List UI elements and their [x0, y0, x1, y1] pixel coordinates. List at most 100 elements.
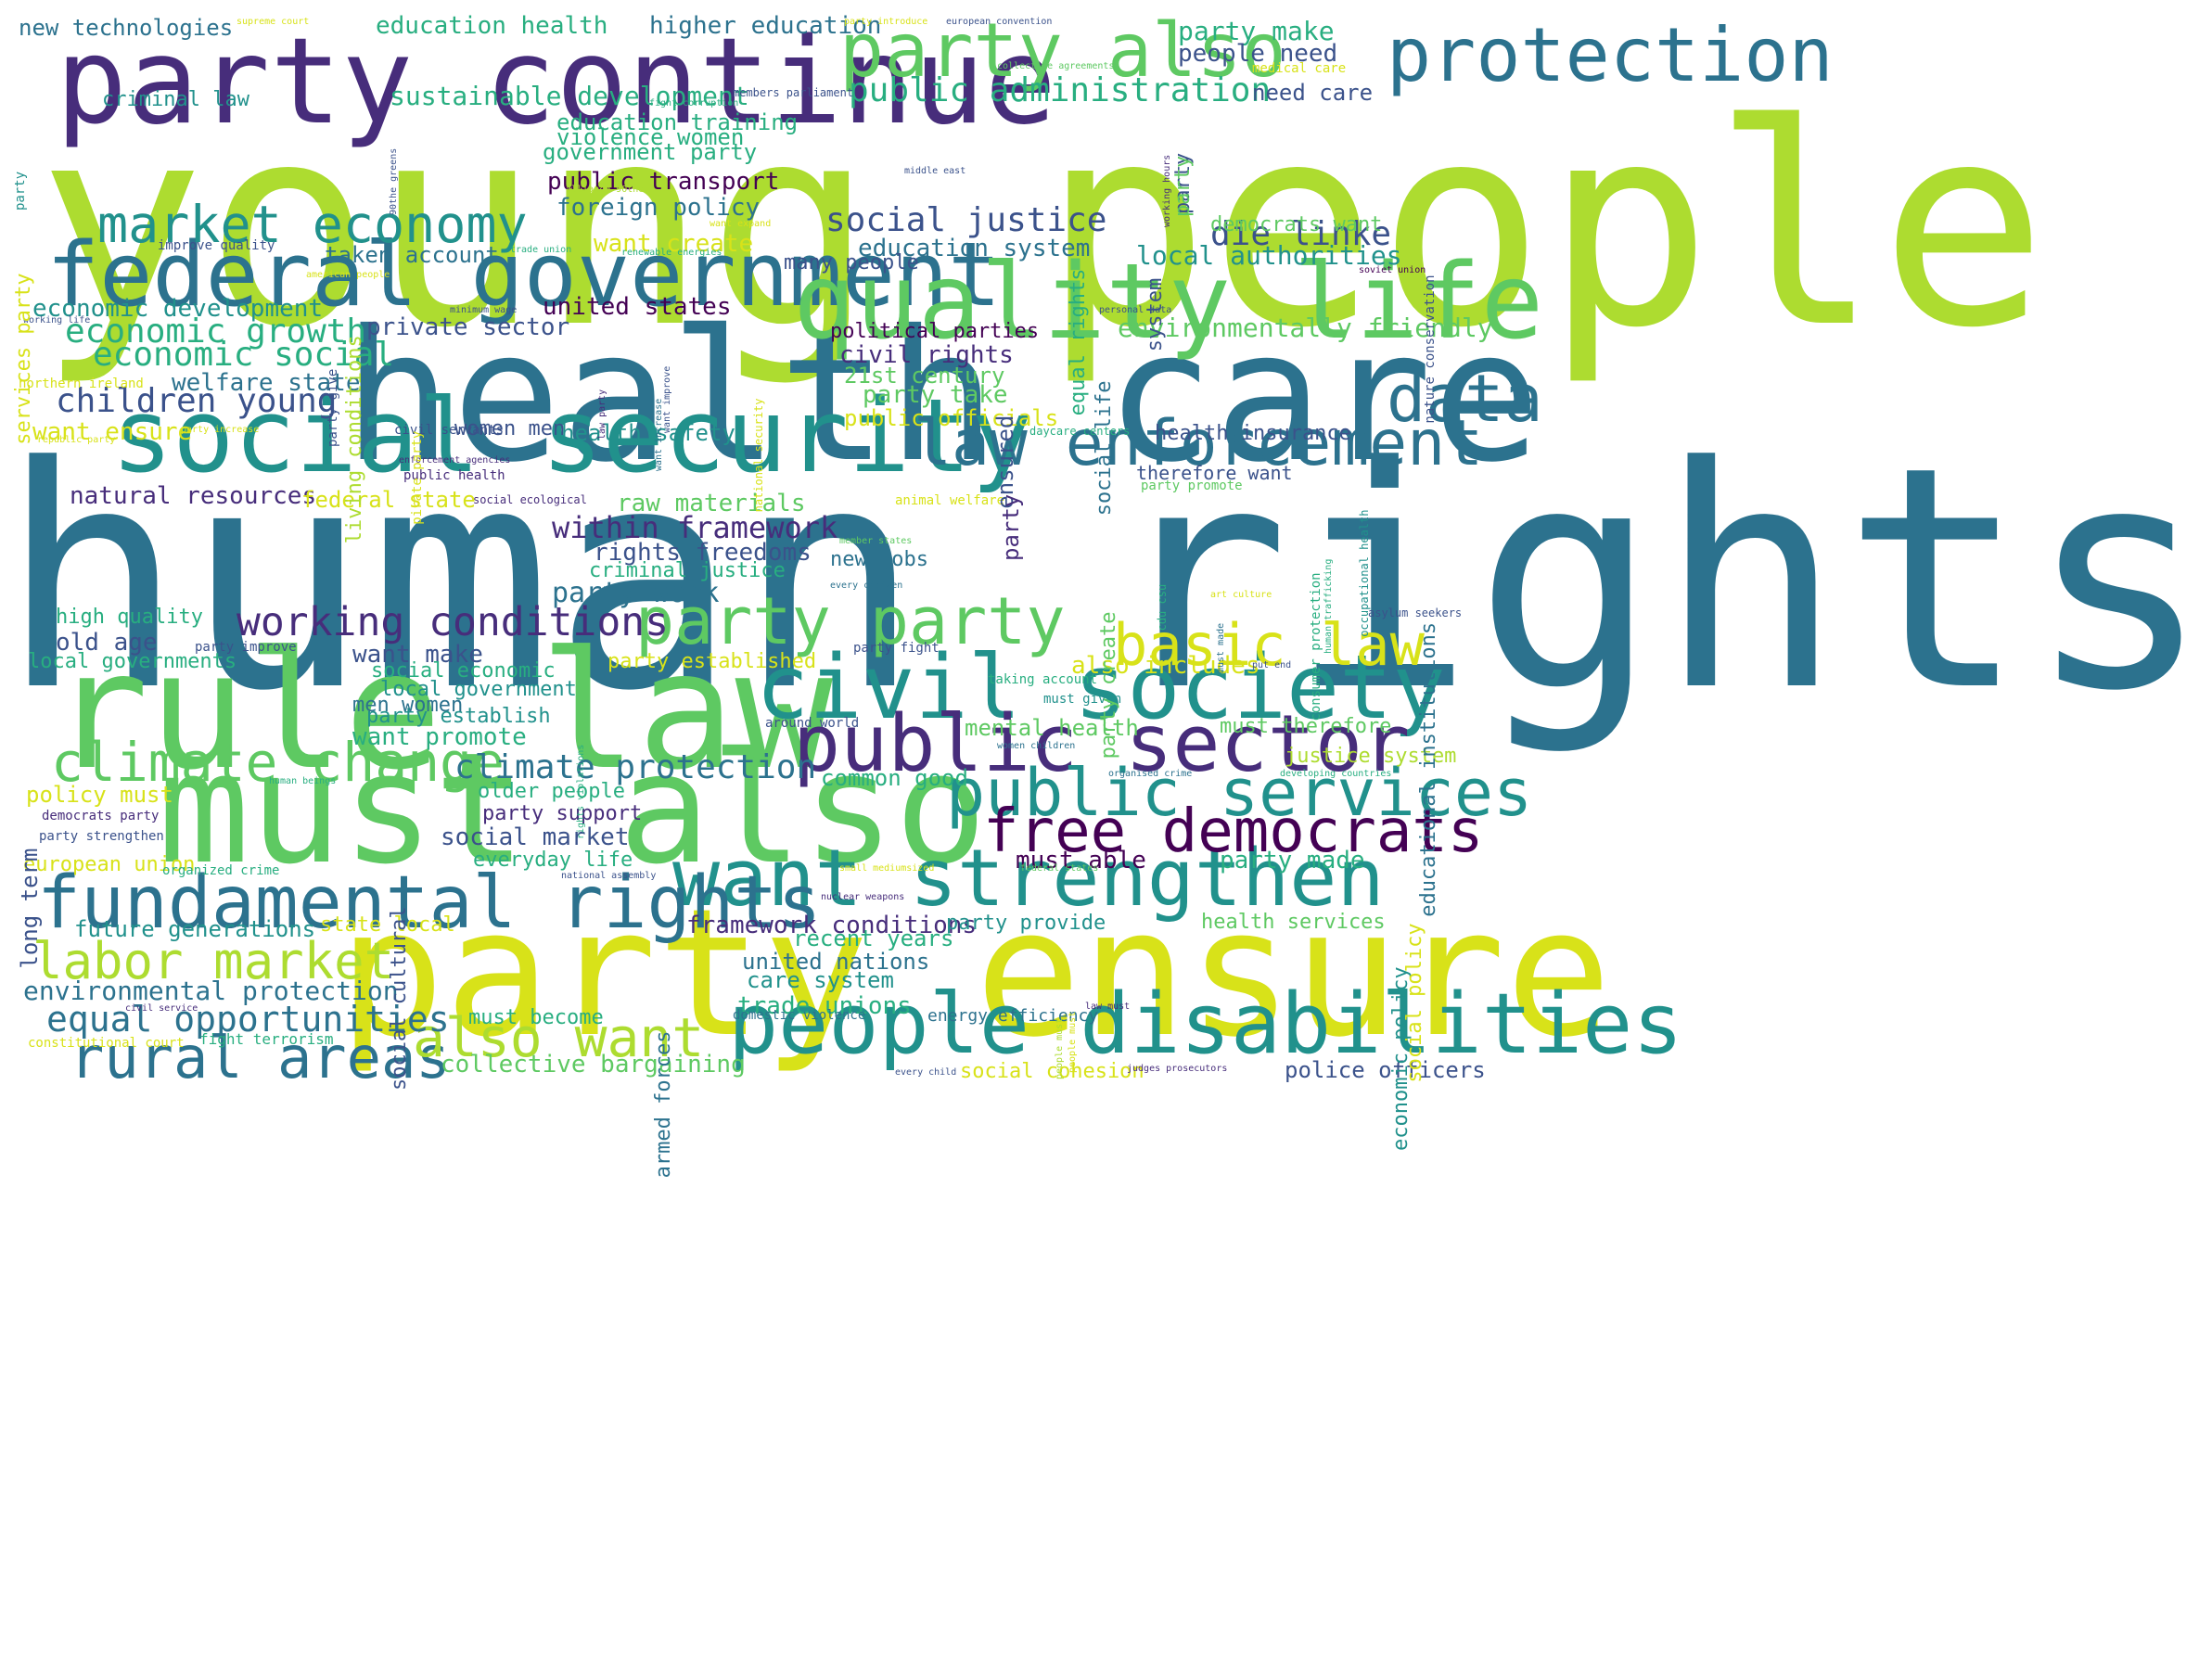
word-economic-development: economic development	[32, 295, 324, 323]
word-social-cultural: social cultural	[388, 906, 411, 1091]
word-social-economic: social economic	[371, 659, 556, 683]
word-economic-growth: economic growth	[65, 313, 367, 351]
word-member-states: member states	[839, 536, 913, 546]
word-social-life: social life	[1093, 380, 1116, 517]
word-social-policy: social policy	[1403, 923, 1426, 1083]
word-higher-education: higher education	[649, 12, 882, 40]
word-members-parliament: members parliament	[733, 86, 854, 99]
word-human-beings: human beings	[269, 776, 337, 786]
word-climate-protection: climate protection	[454, 748, 817, 786]
word-public-sector: public sector	[793, 698, 1411, 790]
word-party-provide: party provide	[946, 912, 1106, 935]
word-education-system: education system	[858, 235, 1091, 262]
word-european-union: european union	[23, 853, 196, 876]
word-want-create: want create	[594, 230, 754, 258]
word-party-promote: party promote	[1141, 479, 1243, 493]
word-party-improve: party improve	[195, 640, 297, 655]
word-federal-state: federal state	[301, 487, 476, 513]
word-want-expand: want expand	[710, 219, 772, 229]
word-party-create: party create	[1097, 611, 1120, 759]
word-party-strengthen: party strengthen	[39, 829, 164, 844]
word-recent-years: recent years	[793, 925, 954, 951]
word-police-officers: police officers	[1285, 1057, 1486, 1083]
word-collective-agreements: collective agreements	[997, 61, 1115, 71]
word-welfare-state: welfare state	[172, 369, 361, 397]
word-die-linke: die linke	[1210, 215, 1392, 253]
word-asylum-seekers: asylum seekers	[1368, 606, 1463, 619]
word-party-support: party support	[482, 802, 643, 825]
word-rural-areas: rural areas	[70, 1024, 451, 1091]
word-small-mediumsized: small mediumsized	[839, 863, 935, 874]
word-natural-resources: natural resources	[70, 482, 317, 510]
word-framework-conditions: framework conditions	[686, 912, 978, 939]
word-want-increase: want increase	[654, 398, 664, 471]
word-long-term: long term	[17, 848, 43, 969]
word-party-made: party made	[1220, 847, 1365, 874]
word-older-people: older people	[478, 780, 625, 803]
word-trade-union: trade union	[510, 245, 572, 255]
word-party-continue: party continue	[56, 13, 1056, 151]
word-climate-change: climate change	[51, 731, 505, 794]
word-young-people: young people	[37, 65, 2048, 389]
word-collective-bargaining: collective bargaining	[441, 1051, 746, 1079]
word-government-party: government party	[543, 139, 758, 165]
word-social-cohesion: social cohesion	[960, 1060, 1144, 1083]
word-local-governments: local governments	[28, 650, 237, 673]
word-fundamental-rights: fundamental rights	[37, 862, 822, 945]
word-taken-account: taken account	[325, 242, 499, 268]
word-education-training: education training	[556, 109, 799, 135]
word-enforcement-agencies: enforcement agencies	[399, 455, 511, 466]
word-human-trafficking: human trafficking	[1323, 558, 1334, 654]
word-living-conditions: living conditions	[343, 335, 366, 544]
word-men-women: men women	[352, 694, 464, 717]
word-basic-law: basic law	[1113, 611, 1425, 679]
word-around-world: around world	[765, 716, 860, 731]
word-90the-greens: 90the greens	[389, 147, 399, 215]
word-civil-rights: civil rights	[839, 341, 1014, 369]
word-equal-rights: equal rights	[1067, 268, 1090, 416]
word-working-life: working life	[23, 315, 91, 325]
word-private-sector: private sector	[366, 313, 570, 341]
word-social-ecological: social ecological	[473, 493, 587, 506]
word-cdu-csu: cdu csu	[1156, 583, 1169, 632]
word-party-party: party party	[635, 583, 1066, 659]
word-medical-care: medical care	[1252, 61, 1347, 76]
word-everyday-life: everyday life	[473, 849, 633, 872]
word-public-health: public health	[403, 468, 505, 483]
word-party-introduce: party introduce	[844, 17, 928, 27]
word-northern-ireland: northern ireland	[19, 377, 144, 391]
word-criminal-justice: criminal justice	[589, 559, 786, 582]
word-sustainable-development: sustainable development	[390, 81, 749, 111]
word-supreme-court: supreme court	[237, 17, 310, 27]
word-therefore-want: therefore want	[1136, 462, 1293, 484]
word-services-party: services party	[12, 273, 35, 445]
word-people-must: people must	[1055, 1017, 1065, 1079]
word-minimum-wage: minimum wage	[450, 305, 518, 315]
word-policy-must: policy must	[26, 782, 173, 808]
word-want-promote: want promote	[352, 723, 527, 751]
word-united-states: united states	[543, 293, 732, 321]
word-democrats-want: democrats want	[1210, 213, 1383, 236]
word-new-technologies: new technologies	[19, 15, 234, 41]
word-free-democrats: free democrats	[983, 798, 1484, 866]
word-pirate-party: pirate party	[410, 430, 425, 525]
word-women-children: women children	[997, 741, 1076, 751]
word-party-established: party established	[607, 650, 817, 673]
word-democrats-party: democrats party	[42, 809, 160, 823]
word-health-insurance: health insurance	[1155, 422, 1351, 445]
word-people-disabilities: people disabilities	[728, 976, 1683, 1073]
word-local-government: local government	[380, 678, 577, 701]
word-social-market: social market	[441, 823, 630, 851]
word-must-made: must made	[1216, 622, 1226, 673]
word-party-make: party make	[1178, 16, 1335, 46]
word-daycare-centers: daycare centers	[1029, 425, 1131, 438]
word-animal-welfare: animal welfare	[895, 493, 1005, 508]
word-middle-east: middle east	[904, 166, 966, 176]
word-public-administration: public administration	[849, 71, 1272, 109]
word-armed-forces: armed forces	[652, 1030, 675, 1179]
word-want-ensure: want ensure	[32, 418, 193, 446]
word-nature-conservation: nature conservation	[1423, 274, 1438, 424]
word-must-become: must become	[468, 1006, 604, 1029]
word-people-need: people need	[1178, 40, 1338, 68]
